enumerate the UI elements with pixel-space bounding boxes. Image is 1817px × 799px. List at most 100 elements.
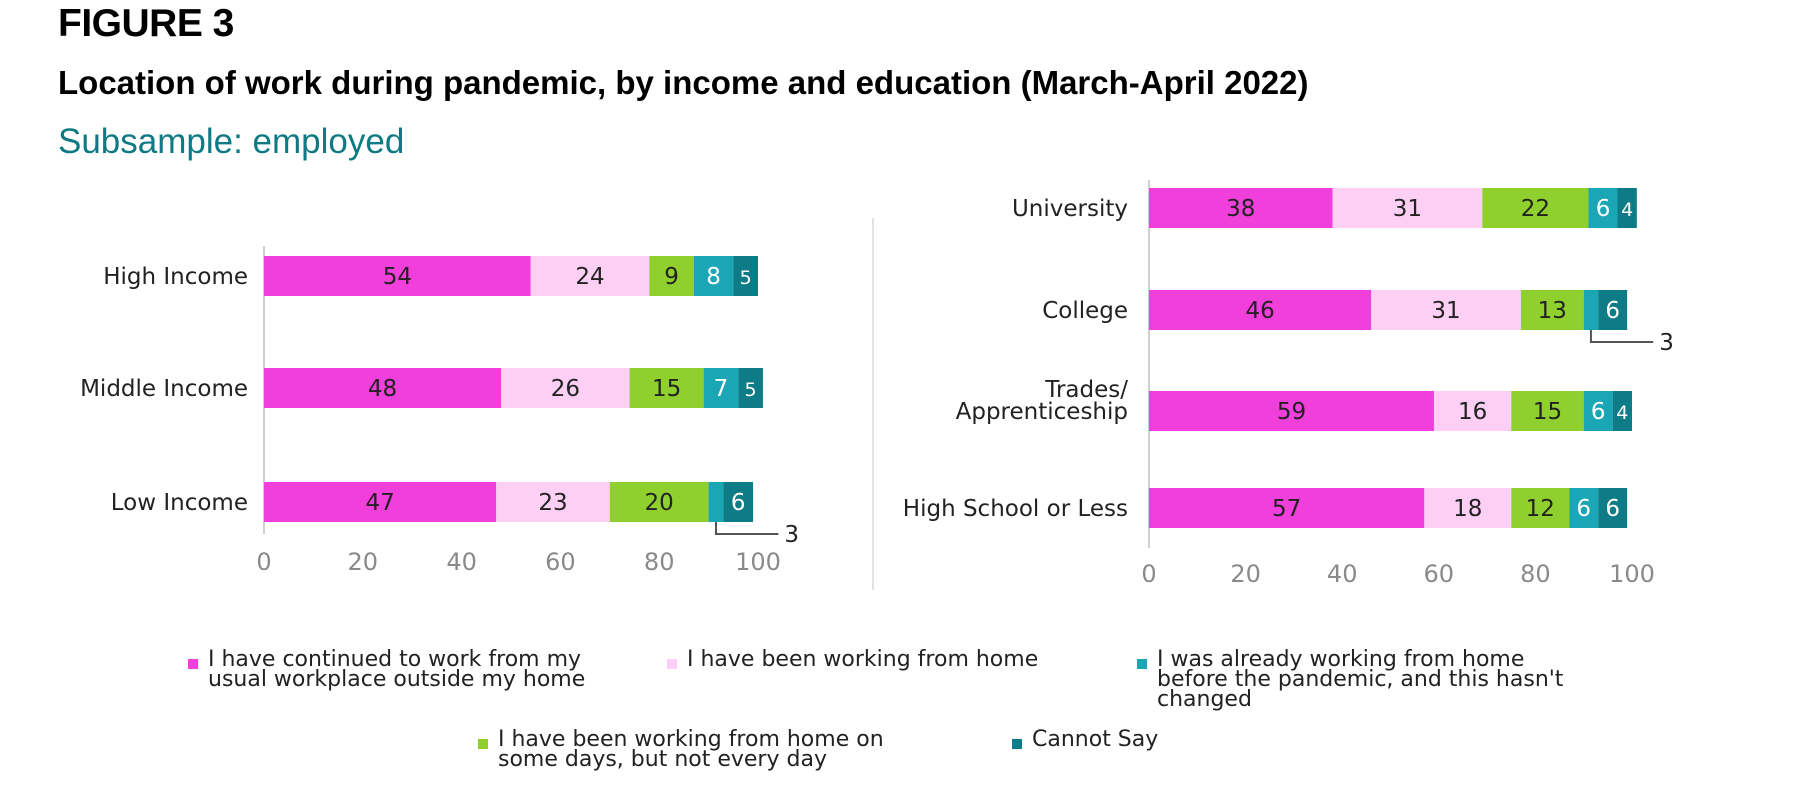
legend-label: I have been working from home bbox=[687, 647, 1039, 672]
bar-segment-middle-income-s0 bbox=[264, 368, 502, 408]
data-label-trades-apprenticeship-s3: 6 bbox=[1591, 399, 1606, 425]
bar-segment-middle-income-s4 bbox=[738, 368, 763, 408]
legend-label-line: before the pandemic, and this hasn't bbox=[1157, 667, 1564, 692]
data-label-high-school-or-less-s1: 18 bbox=[1453, 496, 1482, 522]
data-label-university-s4: 4 bbox=[1621, 199, 1633, 221]
data-label-trades-apprenticeship-s2: 15 bbox=[1533, 399, 1562, 425]
legend-label-line: Cannot Say bbox=[1032, 727, 1159, 752]
callout-leader-low-income bbox=[715, 522, 779, 535]
data-label-high-income-s3: 8 bbox=[706, 264, 721, 290]
bar-segment-middle-income-s1 bbox=[501, 368, 630, 408]
x-tick-label: 20 bbox=[348, 548, 379, 576]
bar-segment-middle-income-s3 bbox=[703, 368, 739, 408]
bar-segment-high-income-s1 bbox=[530, 256, 650, 296]
bar-segment-high-school-or-less-s4 bbox=[1598, 488, 1628, 528]
bar-segment-low-income-s3 bbox=[708, 482, 724, 522]
bar-segment-university-s1 bbox=[1332, 188, 1483, 228]
legend-label-line: I have been working from home on bbox=[498, 727, 884, 752]
category-label-university: University bbox=[1012, 196, 1128, 222]
category-label-low-income: Low Income bbox=[111, 490, 248, 516]
category-label-high-income: High Income bbox=[103, 264, 248, 290]
legend-swatch bbox=[1012, 739, 1022, 749]
x-tick-label: 60 bbox=[545, 548, 576, 576]
data-label-middle-income-s1: 26 bbox=[551, 376, 580, 402]
legend-item: I have continued to work from my usual wo… bbox=[188, 647, 586, 692]
x-tick-label: 60 bbox=[1424, 560, 1455, 588]
data-label-low-income-s1: 23 bbox=[538, 490, 567, 516]
x-tick-label: 40 bbox=[446, 548, 477, 576]
bar-segment-college-s4 bbox=[1598, 290, 1628, 330]
bar-segment-high-income-s4 bbox=[733, 256, 758, 296]
bar-segment-high-school-or-less-s3 bbox=[1569, 488, 1599, 528]
bar-segment-university-s2 bbox=[1482, 188, 1589, 228]
bar-segment-low-income-s4 bbox=[723, 482, 754, 522]
data-label-high-income-s2: 9 bbox=[664, 264, 679, 290]
chart-subtitle: Subsample: employed bbox=[58, 122, 405, 161]
bar-segment-college-s1 bbox=[1371, 290, 1521, 330]
legend-label: Cannot Say bbox=[1032, 727, 1159, 752]
bar-segment-trades-apprenticeship-s3 bbox=[1583, 391, 1613, 431]
data-label-university-s2: 22 bbox=[1521, 196, 1550, 222]
legend-item: I have been working from home on some day… bbox=[478, 727, 884, 772]
data-label-high-income-s1: 24 bbox=[575, 264, 604, 290]
data-label-college-s2: 13 bbox=[1538, 298, 1567, 324]
bar-segment-college-s2 bbox=[1520, 290, 1584, 330]
x-tick-label: 80 bbox=[1520, 560, 1551, 588]
legend-item: Cannot Say bbox=[1012, 727, 1159, 752]
bar-segment-high-school-or-less-s1 bbox=[1424, 488, 1512, 528]
x-tick-label: 100 bbox=[735, 548, 781, 576]
bar-segment-university-s0 bbox=[1149, 188, 1333, 228]
legend-item: I have been working from home bbox=[667, 647, 1039, 672]
data-label-college-s0: 46 bbox=[1245, 298, 1274, 324]
data-label-high-income-s4: 5 bbox=[740, 267, 752, 289]
legend-label-line: I have been working from home bbox=[687, 647, 1039, 672]
data-label-middle-income-s2: 15 bbox=[652, 376, 681, 402]
bar-segment-low-income-s0 bbox=[264, 482, 497, 522]
legend-label-line: I was already working from home bbox=[1157, 647, 1525, 672]
bar-segment-high-school-or-less-s0 bbox=[1149, 488, 1425, 528]
data-label-trades-apprenticeship-s0: 59 bbox=[1277, 399, 1306, 425]
data-label-trades-apprenticeship-s4: 4 bbox=[1616, 402, 1628, 424]
data-label-high-school-or-less-s2: 12 bbox=[1526, 496, 1555, 522]
x-tick-label: 20 bbox=[1230, 560, 1261, 588]
data-label-high-income-s0: 54 bbox=[383, 264, 412, 290]
category-label-trades-apprenticeship: Apprenticeship bbox=[956, 399, 1128, 425]
data-label-middle-income-s4: 5 bbox=[745, 379, 757, 401]
x-tick-label: 100 bbox=[1609, 560, 1655, 588]
data-label-high-school-or-less-s4: 6 bbox=[1605, 496, 1620, 522]
bar-segment-trades-apprenticeship-s0 bbox=[1149, 391, 1434, 431]
data-label-college-s4: 6 bbox=[1605, 298, 1620, 324]
bar-segment-high-income-s0 bbox=[264, 256, 531, 296]
category-label-high-school-or-less: High School or Less bbox=[903, 496, 1128, 522]
legend-label-line: usual workplace outside my home bbox=[208, 667, 586, 692]
callout-label-college: 3 bbox=[1659, 330, 1674, 356]
category-label-college: College bbox=[1042, 298, 1128, 324]
data-label-university-s1: 31 bbox=[1393, 196, 1422, 222]
legend-swatch bbox=[188, 659, 198, 669]
bar-segment-high-school-or-less-s2 bbox=[1511, 488, 1570, 528]
bar-segment-university-s4 bbox=[1617, 188, 1637, 228]
data-label-trades-apprenticeship-s1: 16 bbox=[1458, 399, 1487, 425]
bar-segment-low-income-s1 bbox=[496, 482, 610, 522]
legend-swatch bbox=[667, 659, 677, 669]
category-label-trades-apprenticeship: Trades/ bbox=[1044, 377, 1128, 403]
x-tick-label: 0 bbox=[256, 548, 271, 576]
data-label-middle-income-s3: 7 bbox=[714, 376, 729, 402]
legend-label-line: changed bbox=[1157, 687, 1252, 712]
x-tick-label: 0 bbox=[1141, 560, 1156, 588]
data-label-low-income-s4: 6 bbox=[731, 490, 746, 516]
figure-label: FIGURE 3 bbox=[58, 2, 234, 45]
data-label-low-income-s0: 47 bbox=[365, 490, 394, 516]
data-label-high-school-or-less-s3: 6 bbox=[1576, 496, 1591, 522]
chart-title: Location of work during pandemic, by inc… bbox=[58, 64, 1309, 101]
legend-label-line: I have continued to work from my bbox=[208, 647, 582, 672]
bar-segment-college-s3 bbox=[1583, 290, 1599, 330]
legend-swatch bbox=[1137, 659, 1147, 669]
legend-label: I was already working from home before th… bbox=[1157, 647, 1564, 712]
legend-label-line: some days, but not every day bbox=[498, 747, 827, 772]
legend-swatch bbox=[478, 739, 488, 749]
data-label-low-income-s2: 20 bbox=[645, 490, 674, 516]
data-label-college-s1: 31 bbox=[1431, 298, 1460, 324]
legend-label: I have continued to work from my usual wo… bbox=[208, 647, 586, 692]
category-label-middle-income: Middle Income bbox=[80, 376, 248, 402]
